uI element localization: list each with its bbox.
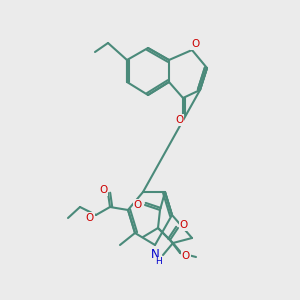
Text: H: H [154, 257, 161, 266]
Text: O: O [134, 200, 142, 210]
Text: O: O [180, 220, 188, 230]
Text: O: O [182, 251, 190, 261]
Text: O: O [175, 115, 183, 125]
Text: O: O [86, 213, 94, 223]
Text: O: O [191, 39, 199, 49]
Text: O: O [99, 185, 107, 195]
Text: N: N [151, 248, 159, 262]
